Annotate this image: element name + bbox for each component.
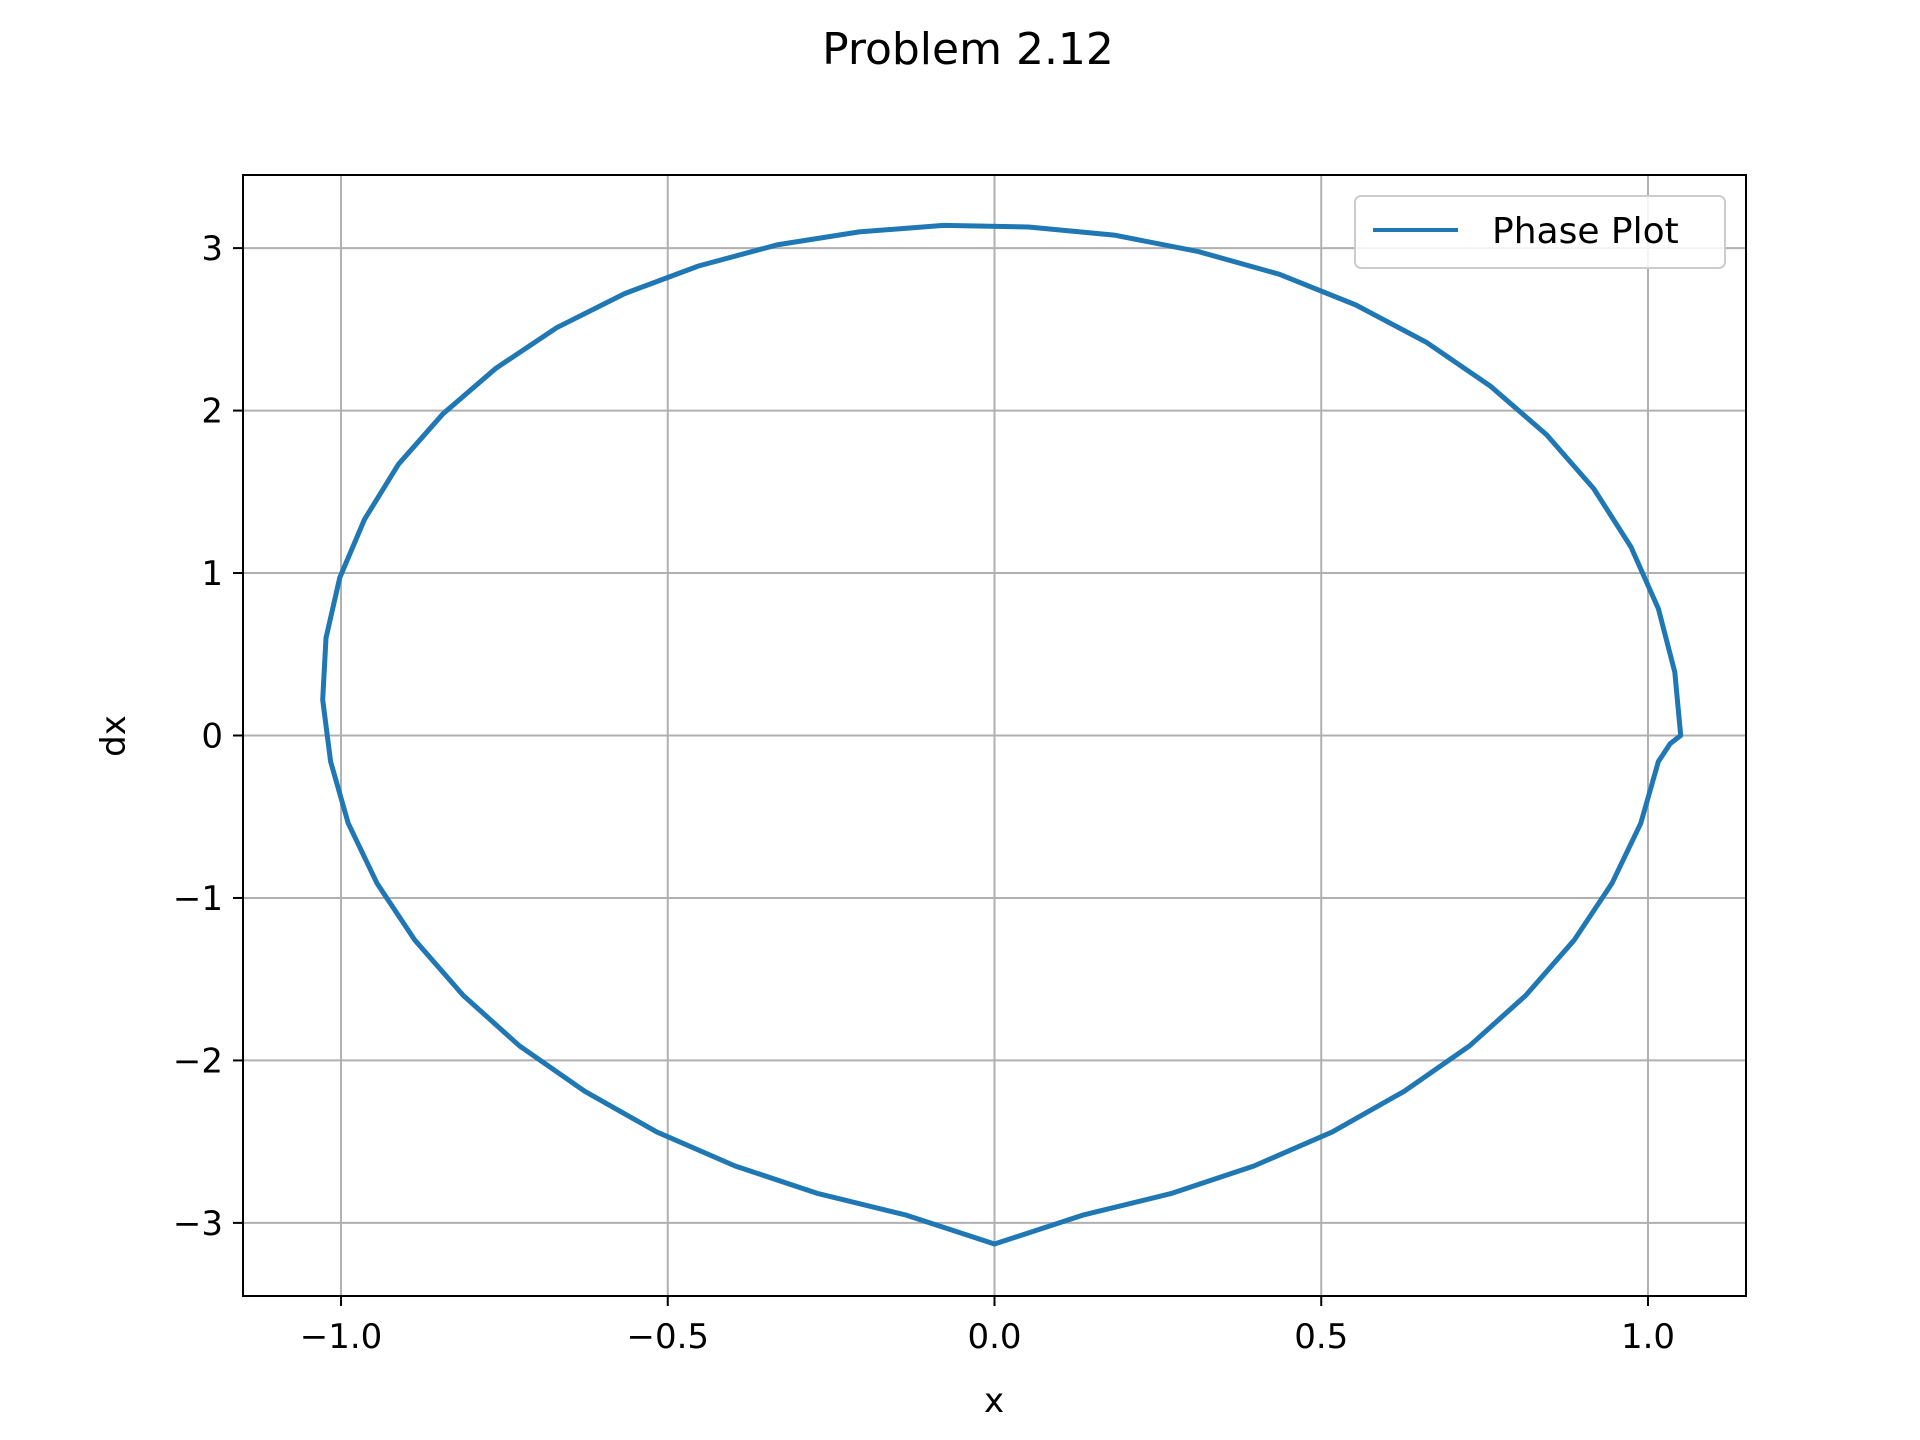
series-layer — [320, 222, 1684, 1247]
y-tick-label: 3 — [201, 229, 223, 269]
x-tick-label: −1.0 — [300, 1317, 383, 1357]
y-axis-ticks: −3 −2 −1 0 1 2 3 — [173, 229, 243, 1244]
x-tick-label: 1.0 — [1621, 1317, 1675, 1357]
x-axis-label: x — [984, 1381, 1004, 1421]
legend-label-phase-plot: Phase Plot — [1492, 211, 1679, 252]
grid-lines — [243, 175, 1746, 1296]
series-line-phase-plot — [320, 222, 1684, 1247]
y-tick-label: −2 — [173, 1041, 223, 1081]
legend-box — [1354, 195, 1726, 269]
legend: Phase Plot — [1354, 195, 1726, 269]
x-axis-ticks: −1.0 −0.5 0.0 0.5 1.0 — [300, 1296, 1675, 1357]
y-tick-label: −3 — [173, 1204, 223, 1244]
x-tick-label: 0.5 — [1294, 1317, 1348, 1357]
y-tick-label: 1 — [201, 554, 223, 594]
y-tick-label: −1 — [173, 879, 223, 919]
x-tick-label: −0.5 — [626, 1317, 709, 1357]
y-tick-label: 0 — [201, 717, 223, 757]
y-axis-label: dx — [94, 715, 134, 757]
chart-title: Problem 2.12 — [822, 24, 1114, 75]
y-tick-label: 2 — [201, 392, 223, 432]
x-tick-label: 0.0 — [967, 1317, 1021, 1357]
